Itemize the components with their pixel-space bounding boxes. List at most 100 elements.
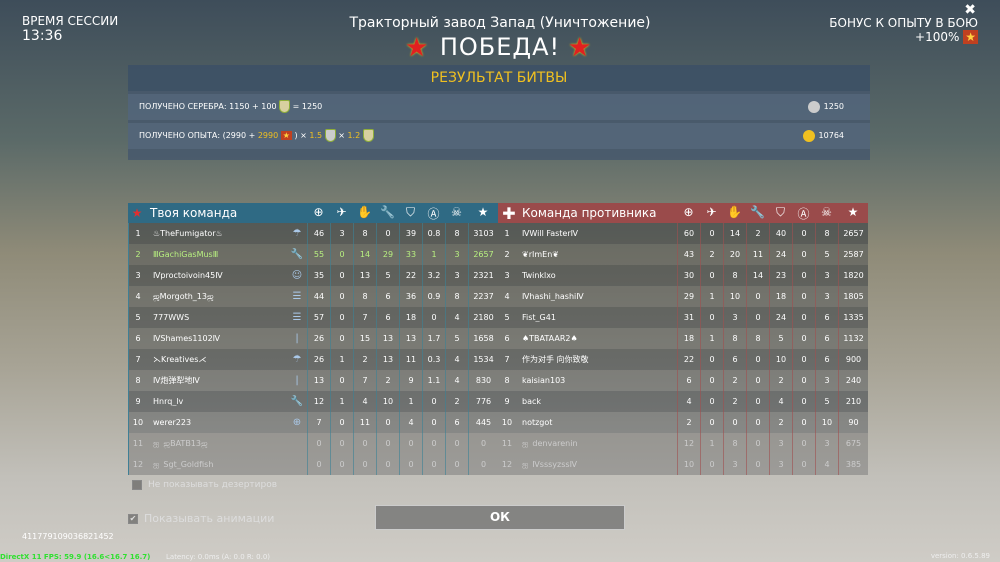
star-icon[interactable]: ★ (477, 204, 489, 219)
player-row[interactable]: 9 Hnrq_lv 🔧 12 1 4 10 1 0 2 776 (128, 391, 498, 412)
wrench-icon[interactable]: 🔧 (380, 204, 395, 219)
player-row[interactable]: 5 777WWS ☰ 57 0 7 6 18 0 4 2180 (128, 307, 498, 328)
plane-icon[interactable]: ✈ (706, 204, 717, 219)
player-name-cell: Twinklxo (516, 271, 677, 280)
player-name[interactable]: 777WWS (153, 313, 190, 322)
player-row[interactable]: 1 ♨TheFumigator♨ ☂ 46 3 8 0 39 0.8 8 3103 (128, 223, 498, 244)
player-name[interactable]: 作为对手 向你致敬 (522, 355, 589, 364)
stat-hand: 2 (353, 349, 376, 370)
stat-circle-a: 3.2 (422, 265, 445, 286)
skull-icon[interactable]: ☠ (451, 204, 462, 219)
player-row[interactable]: 12 ஐ ⅣsssyzssⅣ 10 0 3 0 3 0 4 385 (498, 454, 868, 475)
player-row[interactable]: 6 ⅣShames1102Ⅳ | 26 0 15 13 13 1.7 5 1658 (128, 328, 498, 349)
player-row[interactable]: 3 Ⅳproctoivoin45Ⅳ ☺ 35 0 13 5 22 3.2 3 2321 (128, 265, 498, 286)
hide-deserters-checkbox[interactable]: Не показывать дезертиров (132, 480, 277, 490)
player-name[interactable]: Ⅳproctoivoin45Ⅳ (153, 271, 223, 280)
player-row[interactable]: 7 ⋋Kreatives⋌ ☂ 26 1 2 13 11 0.3 4 1534 (128, 349, 498, 370)
player-name[interactable]: Sgt_Goldfish (163, 460, 214, 469)
wrench-icon[interactable]: 🔧 (750, 204, 765, 219)
player-name-cell: ஜMorgoth_13ஜ (147, 292, 287, 302)
player-row[interactable]: 2 ❦rImEn❦ 43 2 20 11 24 0 5 2587 (498, 244, 868, 265)
checkbox-icon[interactable] (132, 480, 142, 490)
skull-icon[interactable]: ☠ (821, 204, 832, 219)
target-icon[interactable]: ⊕ (313, 204, 324, 219)
circle-a-icon[interactable]: Ⓐ (427, 206, 440, 221)
stat-shield-a: 33 (399, 244, 422, 265)
exp-star-icon (802, 129, 815, 142)
player-row[interactable]: 4 Ⅳhashi_hashiⅣ 29 1 10 0 18 0 3 1805 (498, 286, 868, 307)
player-row[interactable]: 4 ஜMorgoth_13ஜ ☰ 44 0 8 6 36 0.9 8 2237 (128, 286, 498, 307)
stat-plane: 1 (700, 328, 723, 349)
hand-icon[interactable]: ✋ (357, 204, 372, 219)
shield-a-icon[interactable]: ⛉ (405, 204, 415, 219)
shield-a-icon[interactable]: ⛉ (775, 204, 785, 219)
player-name[interactable]: ஜMorgoth_13ஜ (153, 291, 214, 301)
player-name[interactable]: ⅣWill FasterⅣ (522, 229, 578, 238)
player-row[interactable]: 8 Ⅳ炮弹犁地Ⅳ | 13 0 7 2 9 1.1 4 830 (128, 370, 498, 391)
stat-hand: 11 (353, 412, 376, 433)
player-name[interactable]: Twinklxo (522, 271, 556, 280)
player-row[interactable]: 10 werer223 ⊕ 7 0 11 0 4 0 6 445 (128, 412, 498, 433)
close-icon[interactable]: ✖ (964, 2, 976, 18)
player-row[interactable]: 9 back 4 0 2 0 4 0 5 210 (498, 391, 868, 412)
stat-hand: 8 (723, 328, 746, 349)
plane-icon[interactable]: ✈ (336, 204, 347, 219)
player-row[interactable]: 7 作为对手 向你致敬 22 0 6 0 10 0 6 900 (498, 349, 868, 370)
player-name[interactable]: ⋋Kreatives⋌ (153, 355, 207, 364)
player-row[interactable]: 12 ஐ Sgt_Goldfish 0 0 0 0 0 0 0 0 (128, 454, 498, 475)
stat-star: 1132 (838, 328, 868, 349)
player-row[interactable]: 10 notzgot 2 0 0 0 2 0 10 90 (498, 412, 868, 433)
player-name-cell: ❦rImEn❦ (516, 250, 677, 259)
player-name[interactable]: Ⅳhashi_hashiⅣ (522, 292, 584, 301)
player-row[interactable]: 5 Fist_G41 31 0 3 0 24 0 6 1335 (498, 307, 868, 328)
player-name[interactable]: Ⅳ炮弹犁地Ⅳ (153, 376, 200, 385)
player-name[interactable]: ⅣShames1102Ⅳ (153, 334, 221, 343)
hand-icon[interactable]: ✋ (727, 204, 742, 219)
player-name[interactable]: werer223 (153, 418, 192, 427)
circle-a-icon[interactable]: Ⓐ (797, 206, 810, 221)
player-row[interactable]: 1 ⅣWill FasterⅣ 60 0 14 2 40 0 8 2657 (498, 223, 868, 244)
player-name[interactable]: ⅢGachiGasMusⅢ (153, 250, 219, 259)
player-name[interactable]: kaisian103 (522, 376, 566, 385)
player-name-cell: ஐ denvarenin (516, 439, 677, 449)
stat-plane: 0 (330, 286, 353, 307)
stat-skull: 3 (815, 433, 838, 454)
star-icon[interactable]: ★ (847, 204, 859, 219)
stat-plane: 0 (330, 412, 353, 433)
player-row[interactable]: 2 ⅢGachiGasMusⅢ 🔧 55 0 14 29 33 1 3 2657 (128, 244, 498, 265)
player-name[interactable]: notzgot (522, 418, 553, 427)
player-name[interactable]: ♨TheFumigator♨ (153, 229, 223, 238)
player-name[interactable]: Hnrq_lv (153, 397, 184, 406)
deserter-icon: ஐ (522, 459, 529, 469)
player-row[interactable]: 3 Twinklxo 30 0 8 14 23 0 3 1820 (498, 265, 868, 286)
show-animations-checkbox[interactable]: ✔ Показывать анимации (128, 512, 274, 525)
player-name[interactable]: ❦rImEn❦ (522, 250, 559, 259)
stat-circle-a: 0.9 (422, 286, 445, 307)
row-number: 8 (135, 376, 141, 385)
target-icon: ⊕ (292, 417, 302, 428)
stat-shield-a: 40 (769, 223, 792, 244)
stat-wrench: 2 (746, 223, 769, 244)
checkbox-checked-icon[interactable]: ✔ (128, 513, 138, 524)
stat-shield-a: 11 (399, 349, 422, 370)
row-number: 8 (504, 376, 510, 385)
silver-coin-icon (807, 100, 820, 113)
player-name[interactable]: ⅣsssyzssⅣ (532, 460, 577, 469)
player-row[interactable]: 6 ♠TBATAAR2♠ 18 1 8 8 5 0 6 1132 (498, 328, 868, 349)
stat-target: 35 (307, 265, 330, 286)
player-row[interactable]: 11 ஐ denvarenin 12 1 8 0 3 0 3 675 (498, 433, 868, 454)
stat-star: 900 (838, 349, 868, 370)
stat-wrench: 13 (376, 328, 399, 349)
player-name[interactable]: denvarenin (532, 439, 578, 448)
player-name[interactable]: ஜBATB13ஜ (163, 438, 208, 448)
player-name[interactable]: Fist_G41 (522, 313, 556, 322)
player-row[interactable]: 8 kaisian103 6 0 2 0 2 0 3 240 (498, 370, 868, 391)
ok-button[interactable]: ОК (375, 505, 625, 530)
target-icon[interactable]: ⊕ (683, 204, 694, 219)
player-row[interactable]: 11 ஐ ஜBATB13ஜ 0 0 0 0 0 0 0 0 (128, 433, 498, 454)
player-name-cell: kaisian103 (516, 376, 677, 385)
stat-wrench: 0 (376, 454, 399, 475)
player-name[interactable]: ♠TBATAAR2♠ (522, 334, 578, 343)
stat-plane: 0 (330, 265, 353, 286)
player-name[interactable]: back (522, 397, 542, 406)
